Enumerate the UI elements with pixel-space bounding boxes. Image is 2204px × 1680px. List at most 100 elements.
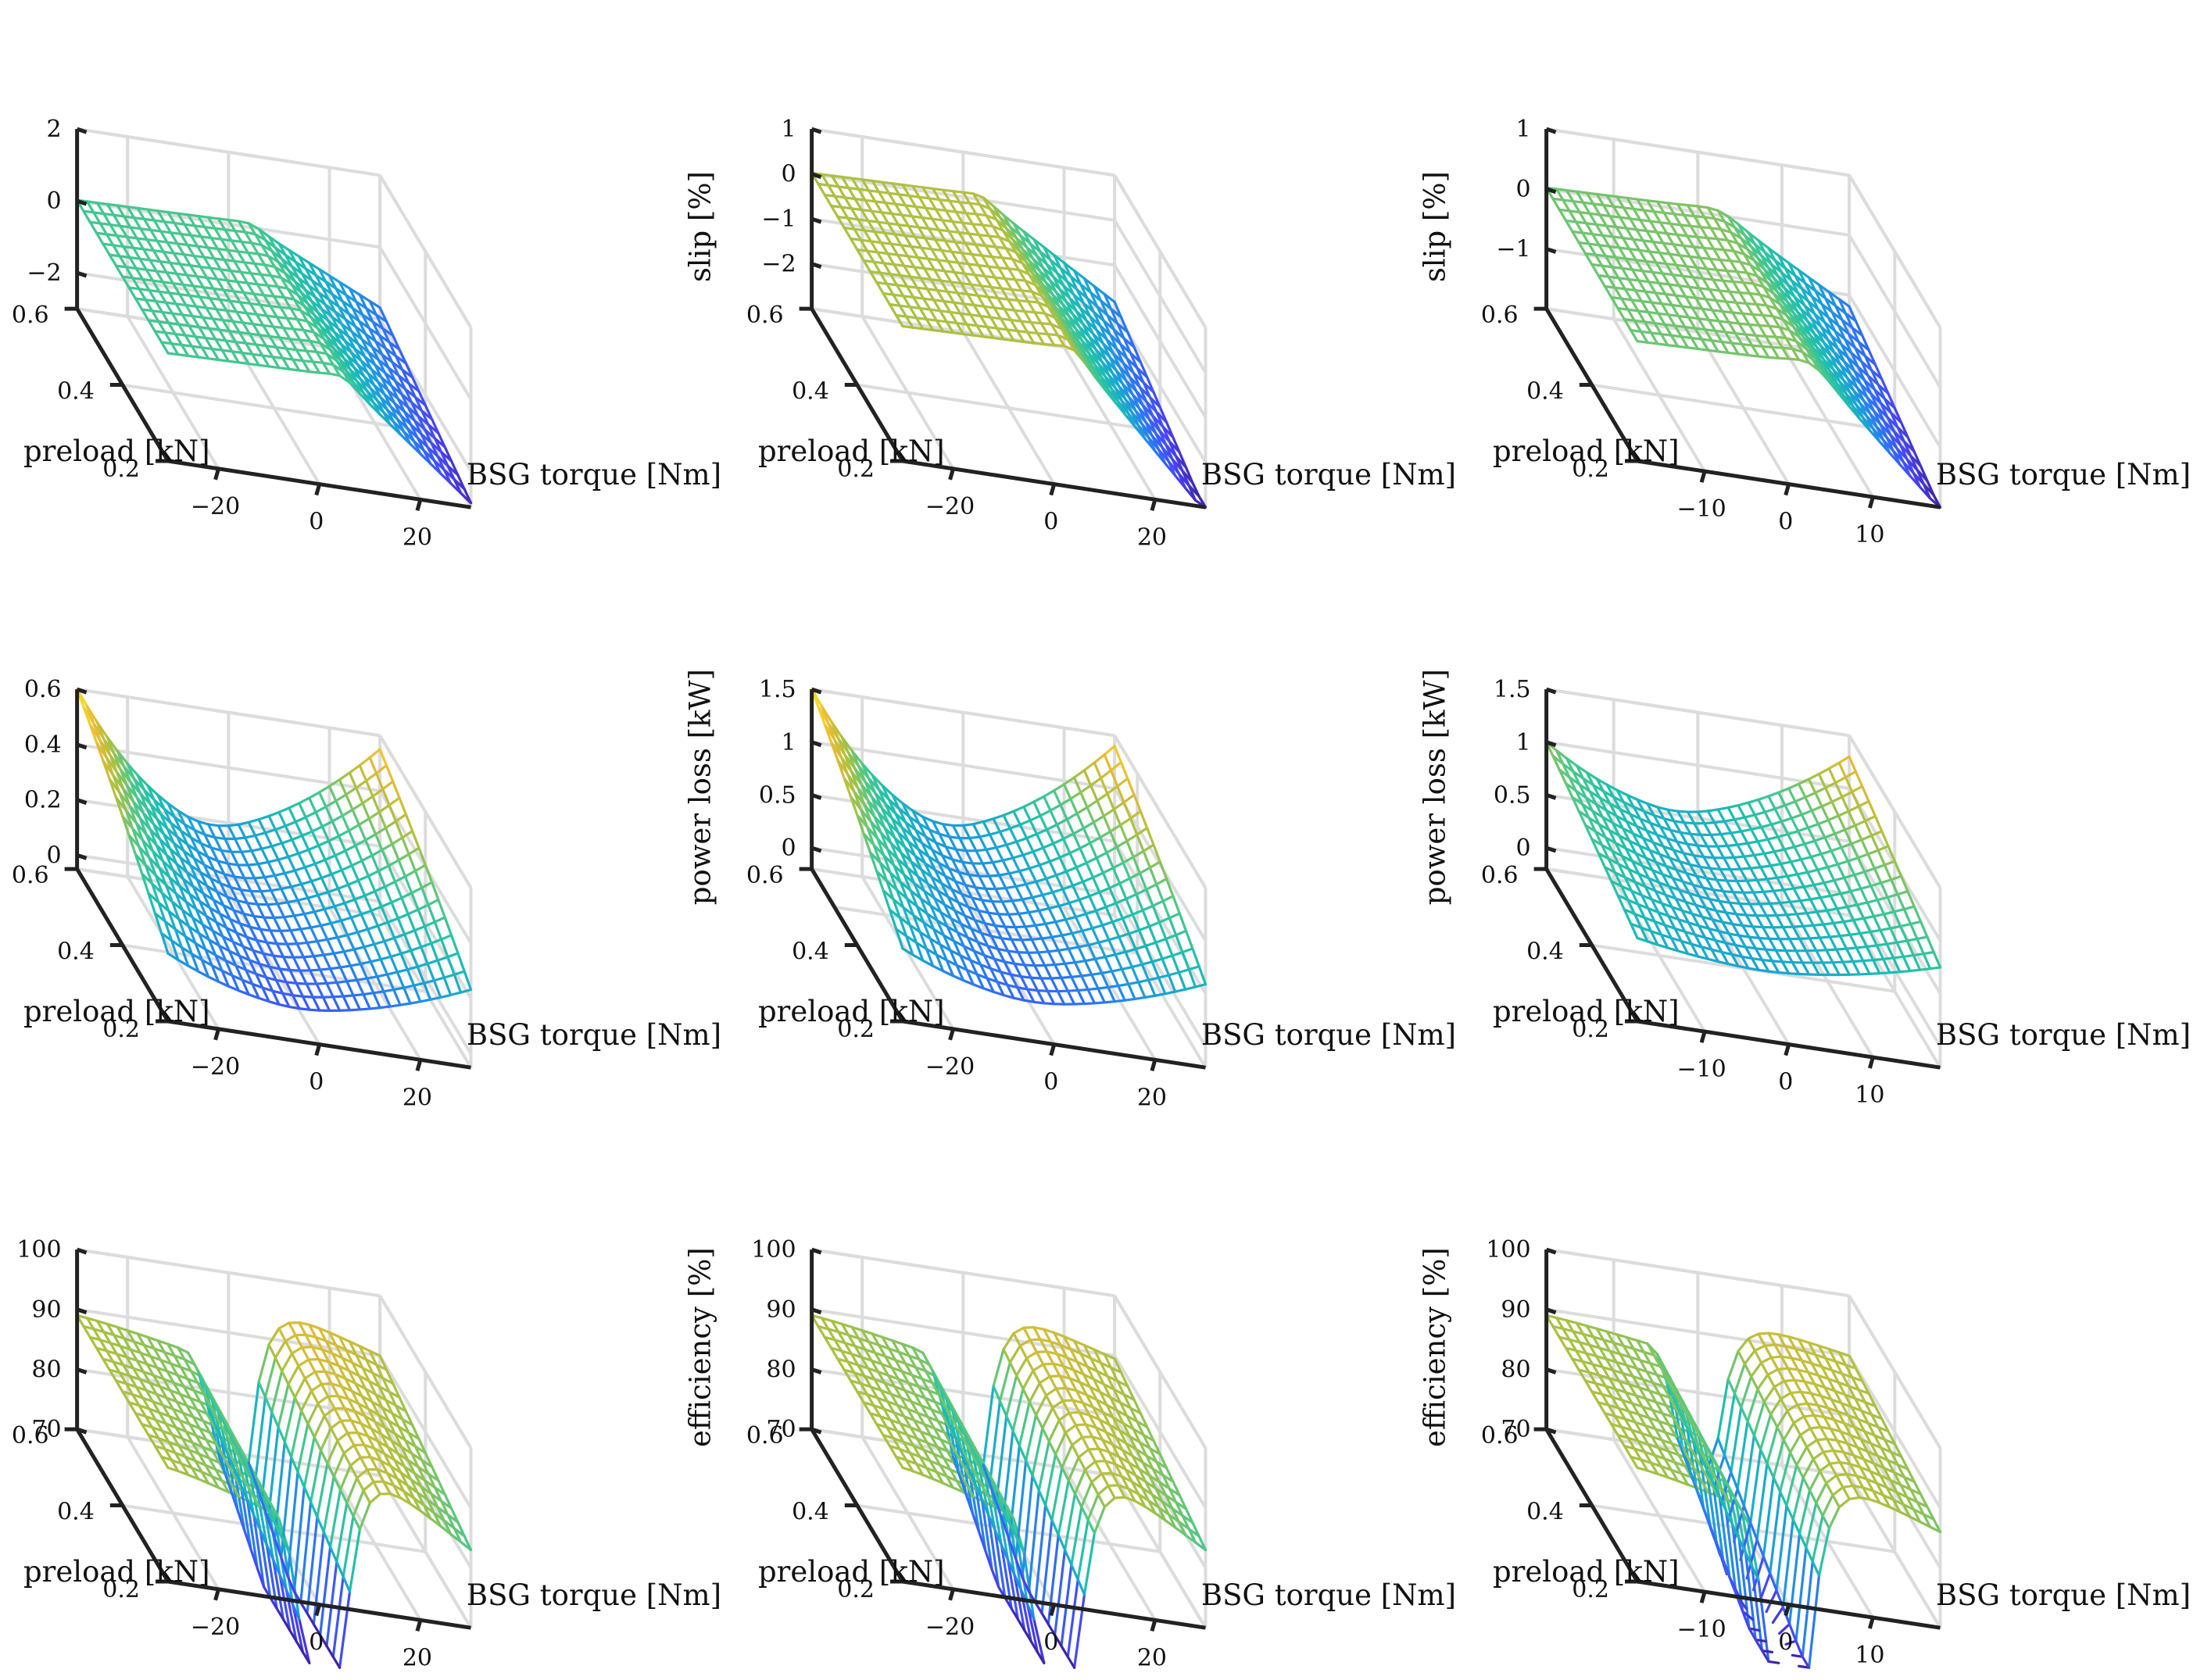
mesh-segment bbox=[1836, 347, 1846, 363]
mesh-segment bbox=[182, 253, 195, 258]
mesh-segment bbox=[364, 771, 378, 782]
mesh-segment bbox=[226, 862, 236, 878]
mesh-segment bbox=[353, 898, 363, 916]
mesh-segment bbox=[230, 850, 239, 867]
mesh-segment bbox=[1054, 918, 1068, 924]
mesh-segment bbox=[227, 218, 237, 233]
mesh-segment bbox=[1164, 990, 1177, 995]
mesh-segment bbox=[132, 777, 142, 795]
mesh-segment bbox=[292, 298, 302, 312]
mesh-segment bbox=[336, 936, 345, 953]
mesh-segment bbox=[246, 863, 256, 880]
mesh-segment bbox=[393, 875, 407, 884]
mesh-segment bbox=[1018, 234, 1029, 248]
mesh-segment bbox=[887, 798, 897, 815]
mesh-segment bbox=[148, 259, 158, 273]
mesh-segment bbox=[1620, 297, 1633, 302]
mesh-segment bbox=[1157, 920, 1168, 941]
mesh-segment bbox=[1588, 212, 1598, 226]
mesh-segment bbox=[332, 347, 342, 362]
mesh-segment bbox=[261, 986, 274, 992]
mesh-segment bbox=[142, 217, 156, 222]
mesh-segment bbox=[290, 265, 300, 280]
mesh-segment bbox=[1174, 988, 1187, 993]
mesh-segment bbox=[993, 957, 1006, 963]
mesh-segment bbox=[320, 876, 330, 894]
mesh-segment bbox=[932, 328, 945, 333]
mesh-segment bbox=[122, 787, 131, 807]
mesh-segment bbox=[270, 887, 283, 892]
y-axis-label: preload [kN] bbox=[758, 434, 945, 468]
mesh-segment bbox=[1110, 970, 1120, 988]
mesh-segment bbox=[1053, 783, 1066, 792]
mesh-segment bbox=[1591, 202, 1605, 207]
z-tick-mark bbox=[810, 127, 822, 134]
mesh-segment bbox=[188, 324, 197, 338]
mesh-segment bbox=[1048, 856, 1061, 863]
mesh-segment bbox=[1072, 776, 1082, 794]
mesh-segment bbox=[1578, 211, 1591, 215]
mesh-segment bbox=[1063, 327, 1073, 341]
mesh-segment bbox=[1107, 938, 1117, 956]
mesh-segment bbox=[1551, 197, 1561, 211]
mesh-segment bbox=[178, 292, 191, 297]
mesh-segment bbox=[1708, 288, 1718, 302]
mesh-segment bbox=[1875, 425, 1885, 441]
mesh-segment bbox=[1755, 302, 1768, 307]
mesh-segment bbox=[1827, 291, 1837, 308]
mesh-segment bbox=[957, 231, 967, 245]
mesh-segment bbox=[207, 938, 217, 957]
mesh-segment bbox=[157, 320, 166, 334]
mesh-segment bbox=[1611, 235, 1621, 249]
mesh-segment bbox=[871, 179, 884, 184]
mesh-segment bbox=[1778, 326, 1787, 340]
mesh-segment bbox=[368, 756, 378, 775]
mesh-segment bbox=[1786, 300, 1795, 315]
mesh-segment bbox=[1051, 293, 1061, 308]
mesh-segment bbox=[988, 207, 998, 221]
mesh-segment bbox=[353, 347, 363, 363]
mesh-segment bbox=[1866, 396, 1876, 413]
mesh-segment bbox=[1686, 952, 1700, 958]
mesh-segment bbox=[1741, 342, 1750, 357]
mesh-segment bbox=[1652, 210, 1666, 214]
mesh-segment bbox=[172, 252, 182, 266]
mesh-segment bbox=[1125, 379, 1134, 396]
mesh-segment bbox=[1035, 832, 1045, 849]
mesh-segment bbox=[979, 284, 989, 298]
mesh-segment bbox=[1758, 323, 1771, 327]
mesh-segment bbox=[385, 970, 399, 976]
mesh-segment bbox=[202, 256, 212, 270]
mesh-segment bbox=[1780, 346, 1791, 360]
mesh-segment bbox=[360, 854, 374, 863]
mesh-segment bbox=[1014, 278, 1023, 292]
mesh-segment bbox=[188, 925, 197, 945]
mesh-segment bbox=[1658, 251, 1668, 266]
mesh-segment bbox=[395, 417, 406, 433]
mesh-segment bbox=[114, 264, 124, 278]
mesh-segment bbox=[1649, 930, 1663, 936]
mesh-segment bbox=[895, 284, 905, 298]
mesh-segment bbox=[228, 917, 238, 935]
mesh-segment bbox=[1119, 316, 1129, 334]
mesh-segment bbox=[893, 233, 903, 247]
mesh-segment bbox=[914, 316, 925, 331]
mesh-segment bbox=[1007, 872, 1018, 888]
mesh-segment bbox=[383, 939, 392, 958]
mesh-segment bbox=[1601, 264, 1610, 278]
mesh-segment bbox=[1863, 355, 1873, 372]
mesh-segment bbox=[272, 295, 282, 309]
z-tick-mark bbox=[810, 687, 822, 695]
mesh-segment bbox=[896, 831, 907, 849]
mesh-segment bbox=[930, 875, 939, 892]
mesh-segment bbox=[1788, 899, 1802, 903]
mesh-segment bbox=[1091, 332, 1101, 349]
mesh-segment bbox=[948, 199, 961, 204]
mesh-segment bbox=[345, 978, 359, 983]
mesh-segment bbox=[1067, 945, 1080, 950]
mesh-segment bbox=[1591, 202, 1601, 216]
mesh-segment bbox=[863, 803, 872, 823]
mesh-segment bbox=[182, 253, 192, 267]
mesh-segment bbox=[1078, 895, 1091, 902]
mesh-segment bbox=[988, 830, 1002, 836]
